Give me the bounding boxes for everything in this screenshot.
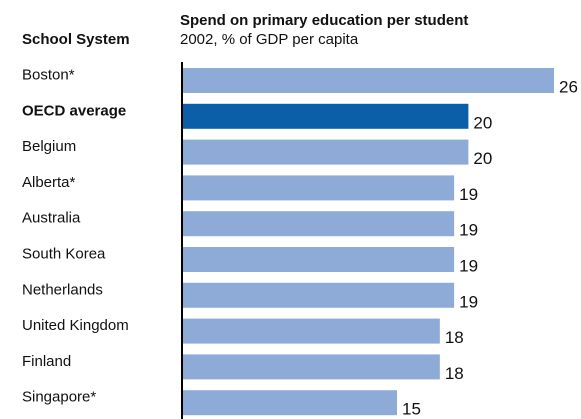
value-label-9: 15 (402, 400, 421, 419)
category-label-9: Singapore* (22, 389, 96, 406)
bars-group (183, 68, 554, 416)
value-label-1: 20 (473, 113, 492, 132)
bar-8 (183, 354, 440, 380)
value-label-0: 26 (559, 78, 578, 97)
category-label-3: Alberta* (22, 174, 76, 191)
chart-title: Spend on primary education per student (180, 12, 468, 29)
category-label-6: Netherlands (22, 281, 103, 298)
bar-1 (183, 103, 469, 129)
bar-5 (183, 247, 455, 272)
value-label-8: 18 (445, 364, 464, 383)
chart-subtitle: 2002, % of GDP per capita (180, 31, 359, 48)
category-label-7: United Kingdom (22, 317, 129, 334)
category-header: School System (22, 31, 130, 48)
category-label-5: South Korea (22, 246, 106, 263)
value-label-4: 19 (459, 221, 478, 240)
value-label-7: 18 (445, 328, 464, 347)
bar-4 (183, 211, 455, 237)
value-labels-group: 26 20 20 19 19 19 19 18 18 15 (402, 78, 578, 419)
category-label-8: Finland (22, 353, 71, 370)
bar-9 (183, 390, 398, 416)
bar-0 (183, 68, 554, 93)
value-label-6: 19 (459, 292, 478, 311)
value-label-2: 20 (473, 149, 492, 168)
bar-7 (183, 318, 440, 344)
category-label-4: Australia (22, 210, 81, 227)
category-label-2: Belgium (22, 138, 76, 155)
bar-2 (183, 139, 469, 165)
bar-6 (183, 282, 455, 308)
value-label-3: 19 (459, 185, 478, 204)
bar-3 (183, 175, 455, 201)
category-labels-group: Boston* OECD average Belgium Alberta* Austra… (22, 67, 129, 406)
category-label-0: Boston* (22, 67, 75, 84)
value-label-5: 19 (459, 257, 478, 276)
category-label-1: OECD average (22, 102, 126, 119)
